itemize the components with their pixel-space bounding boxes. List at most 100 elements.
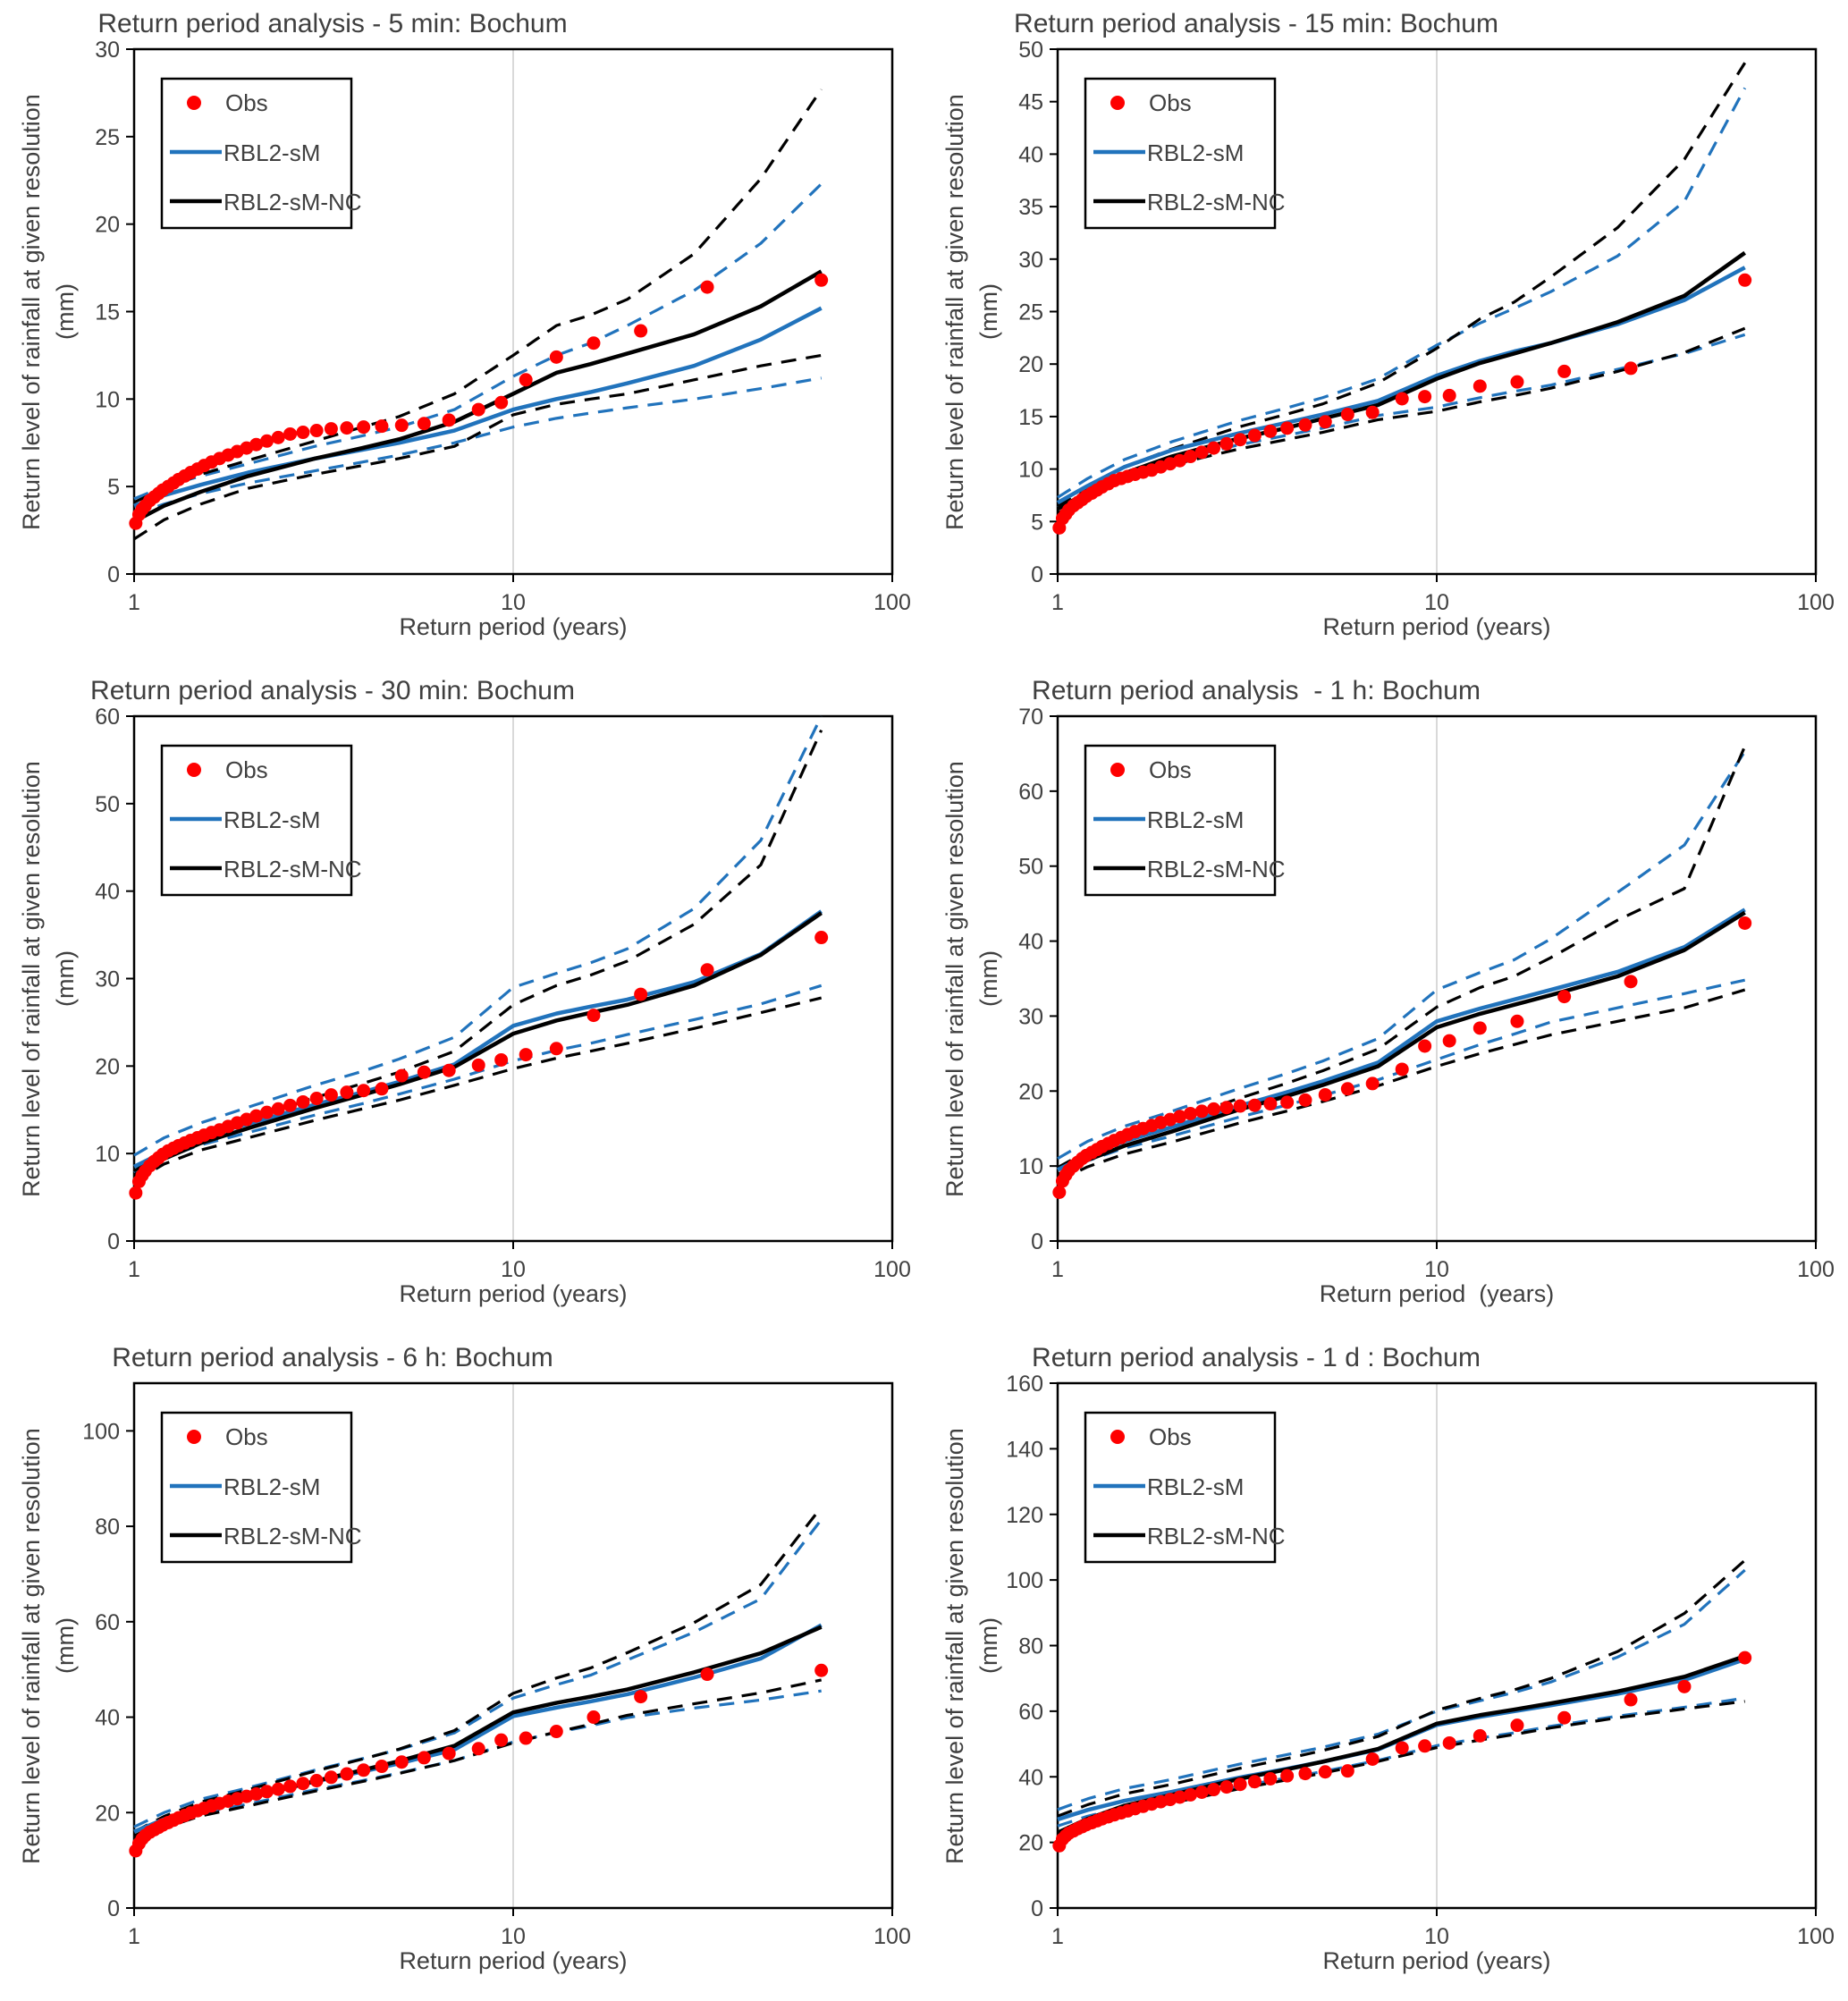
obs-point — [1472, 379, 1487, 393]
obs-point — [1263, 1771, 1278, 1786]
plot-15min: 0 5 10 15 20 25 30 35 40 45 50 1 10 100 Obs RBL2-sM RBL2… — [1018, 38, 1835, 615]
obs-point — [1442, 1735, 1456, 1750]
y-tick-label: 40 — [1018, 930, 1043, 955]
chart-panel-15min: Return period analysis - 15 min: Bochum … — [924, 0, 1848, 667]
plot-1h: 0 10 20 30 40 50 60 70 1 10 100 Obs RBL2-sM RBL2-sM-N… — [1018, 705, 1835, 1282]
obs-point — [1233, 1777, 1247, 1792]
obs-point — [1207, 1102, 1221, 1116]
legend-obs-marker — [187, 763, 201, 777]
obs-point — [1233, 433, 1247, 447]
y-tick-label: 45 — [1018, 90, 1043, 115]
legend-obs-label: Obs — [1149, 756, 1192, 783]
y-tick-label: 40 — [95, 1706, 120, 1731]
obs-point — [1173, 1790, 1187, 1804]
plot-1d: 0 20 40 60 80 100 120 140 160 1 10 100 Obs RBL2-sM RBL… — [1006, 1372, 1835, 1949]
legend-sm-label: RBL2-sM — [1147, 1473, 1244, 1500]
obs-point — [1510, 375, 1524, 389]
obs-point — [1624, 1693, 1638, 1707]
y-tick-label: 20 — [1018, 1831, 1043, 1856]
y-tick-label: 120 — [1006, 1503, 1043, 1528]
series-rbl2-sm-nc-lower-ci — [1057, 1700, 1745, 1837]
obs-point — [549, 1042, 563, 1056]
obs-point — [634, 1690, 648, 1704]
y-tick-label: 0 — [1031, 562, 1043, 587]
obs-point — [1247, 1775, 1262, 1789]
obs-point — [1207, 441, 1221, 455]
y-tick-label: 30 — [1018, 1004, 1043, 1029]
obs-point — [1173, 1110, 1187, 1124]
obs-point — [296, 426, 310, 440]
obs-point — [700, 280, 714, 294]
obs-point — [1624, 975, 1638, 989]
legend-sm-label: RBL2-sM — [224, 806, 320, 833]
obs-point — [340, 1767, 354, 1781]
obs-point — [340, 1085, 354, 1100]
obs-point — [1365, 405, 1380, 419]
obs-point — [324, 422, 338, 436]
series-rbl2-sm-nc-lower-ci — [1057, 326, 1746, 515]
obs-point — [1298, 1767, 1312, 1781]
obs-point — [375, 1082, 389, 1096]
y-tick-label: 0 — [107, 562, 120, 587]
legend-nc-label: RBL2-sM-NC — [224, 856, 362, 882]
obs-point — [1184, 450, 1198, 464]
obs-point — [494, 395, 509, 409]
legend-obs-marker — [187, 96, 201, 110]
x-tick-label: 100 — [873, 1257, 911, 1282]
obs-point — [494, 1733, 509, 1747]
obs-point — [1052, 1185, 1067, 1199]
series-rbl2-sm-nc — [1056, 910, 1746, 1178]
y-tick-label: 80 — [1018, 1634, 1043, 1659]
y-tick-label: 30 — [1018, 248, 1043, 273]
obs-point — [260, 1785, 274, 1799]
legend-nc-label: RBL2-sM-NC — [1147, 1523, 1286, 1549]
y-tick-label: 50 — [1018, 38, 1043, 63]
y-tick-label: 100 — [82, 1419, 120, 1444]
x-tick-label: 10 — [501, 590, 526, 615]
obs-point — [519, 1731, 533, 1745]
x-tick-label: 1 — [1051, 1924, 1064, 1949]
obs-point — [249, 1109, 264, 1123]
y-tick-label: 35 — [1018, 195, 1043, 220]
legend-nc-label: RBL2-sM-NC — [1147, 856, 1286, 882]
obs-point — [1318, 415, 1332, 429]
chart-panel-5min: Return period analysis - 5 min: Bochum R… — [0, 0, 924, 667]
obs-point — [357, 420, 371, 435]
obs-point — [1340, 1082, 1354, 1096]
y-tick-label: 60 — [1018, 1700, 1043, 1725]
y-tick-label: 5 — [1031, 510, 1043, 535]
obs-point — [1340, 1764, 1354, 1778]
obs-point — [700, 963, 714, 977]
x-axis-title: Return period (years) — [399, 613, 628, 640]
y-tick-label: 0 — [107, 1229, 120, 1254]
obs-point — [634, 324, 648, 338]
obs-point — [1318, 1087, 1332, 1102]
obs-point — [1365, 1752, 1380, 1766]
y-tick-label: 60 — [95, 705, 120, 730]
obs-point — [375, 1760, 389, 1774]
series-rbl2-sm-nc-upper-ci — [1057, 1558, 1746, 1818]
legend-obs-marker — [1110, 763, 1125, 777]
obs-point — [1624, 361, 1638, 376]
chart-title: Return period analysis - 5 min: Bochum — [97, 9, 568, 38]
obs-point — [1395, 1741, 1409, 1755]
y-tick-label: 60 — [1018, 780, 1043, 805]
obs-point — [494, 1052, 509, 1067]
legend-sm-label: RBL2-sM — [224, 1473, 320, 1500]
obs-point — [1219, 436, 1234, 451]
legend-sm-label: RBL2-sM — [1147, 806, 1244, 833]
obs-point — [340, 421, 354, 435]
series-rbl2-sm-lower-ci — [133, 984, 823, 1175]
legend-obs-label: Obs — [225, 1423, 268, 1450]
obs-point — [1418, 1739, 1432, 1753]
x-tick-label: 100 — [1797, 1924, 1835, 1949]
series-rbl2-sm-lower-ci — [133, 376, 822, 516]
series-rbl2-sm-nc-lower-ci — [133, 1678, 823, 1843]
obs-point — [1298, 1093, 1312, 1107]
series-rbl2-sm-lower-ci — [1057, 333, 1746, 510]
x-tick-label: 1 — [1051, 1257, 1064, 1282]
y-tick-label: 60 — [95, 1610, 120, 1635]
x-tick-label: 100 — [1797, 590, 1835, 615]
obs-point — [271, 1782, 285, 1796]
series-rbl2-sm-nc-upper-ci — [1057, 62, 1747, 508]
